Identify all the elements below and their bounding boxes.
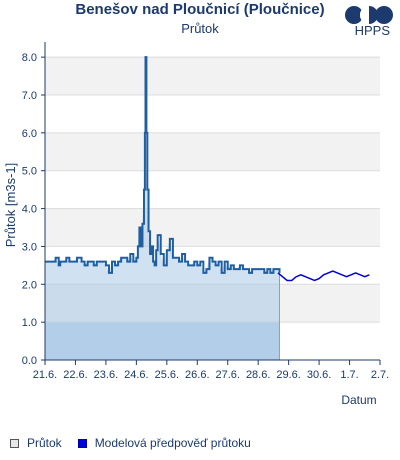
logo-text: HPPS: [354, 23, 390, 38]
x-tick-label: 26.6.: [185, 369, 209, 381]
x-tick-label: 1.7.: [340, 369, 358, 381]
legend-swatch-model: [77, 438, 87, 448]
x-tick-label: 2.7.: [371, 369, 389, 381]
flow-area: [45, 57, 280, 361]
flow-chart: 0.0 1.0 2.0 3.0 4.0 5.0 6.0 7.0 8.0 21.6. 22.6. 23.…: [3, 42, 389, 407]
y-tick-label: 6.0: [22, 128, 37, 140]
y-tick-label: 0.0: [22, 355, 37, 367]
x-tick-label: 29.6.: [276, 369, 300, 381]
x-tick-label: 27.6.: [215, 369, 239, 381]
x-tick-label: 22.6.: [63, 369, 87, 381]
x-tick-label: 28.6.: [246, 369, 270, 381]
x-tick-label: 21.6.: [33, 369, 57, 381]
x-tick-label: 30.6.: [307, 369, 331, 381]
hpps-logo-icon: [345, 6, 393, 24]
forecast-line: [277, 270, 370, 282]
grid-stripe: [45, 208, 380, 247]
legend: Průtok Modelová předpověď průtoku: [10, 436, 267, 450]
x-tick-label: 25.6.: [155, 369, 179, 381]
x-axis-label: Datum: [341, 393, 376, 407]
legend-label-model: Modelová předpověď průtoku: [94, 436, 251, 450]
legend-item-prutok[interactable]: Průtok: [10, 436, 62, 450]
chart-subtitle: Průtok: [181, 21, 219, 36]
grid-stripe: [45, 57, 380, 95]
y-tick-label: 4.0: [22, 204, 37, 216]
x-tick-label: 24.6.: [124, 369, 148, 381]
y-tick-label: 7.0: [22, 90, 37, 102]
plot-axes: 0.0 1.0 2.0 3.0 4.0 5.0 6.0 7.0 8.0 21.6. 22.6. 23.…: [22, 42, 389, 381]
legend-item-model[interactable]: Modelová předpověď průtoku: [77, 436, 251, 450]
grid-stripe: [45, 132, 380, 171]
legend-swatch-prutok: [10, 438, 19, 448]
y-axis-label: Průtok [m3s-1]: [3, 163, 18, 248]
y-tick-label: 1.0: [22, 317, 37, 329]
y-tick-label: 3.0: [22, 241, 37, 253]
y-tick-label: 8.0: [22, 52, 37, 64]
flow-line: [45, 56, 281, 274]
legend-label-prutok: Průtok: [27, 436, 62, 450]
y-tick-label: 2.0: [22, 279, 37, 291]
chart-title: Benešov nad Ploučnicí (Ploučnice): [75, 1, 325, 18]
x-tick-label: 23.6.: [94, 369, 118, 381]
plot-series: [45, 56, 370, 361]
y-tick-label: 5.0: [22, 166, 37, 178]
